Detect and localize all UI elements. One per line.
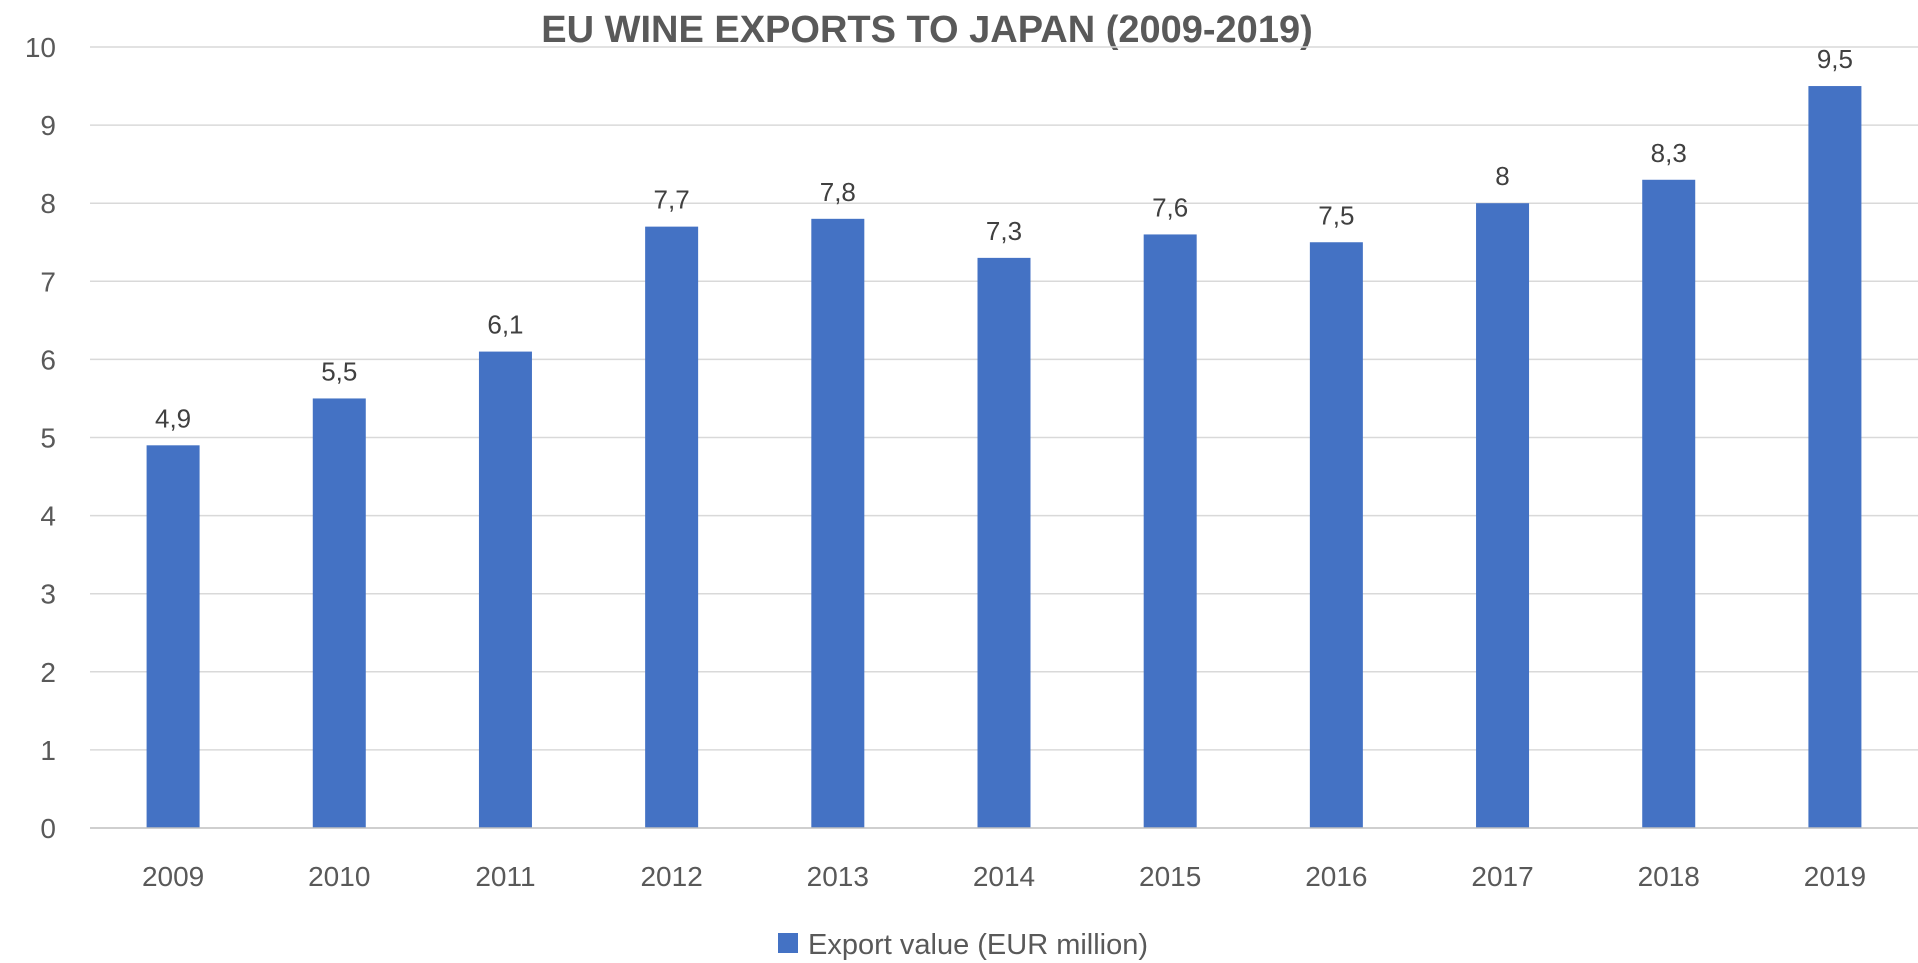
bar <box>146 445 200 828</box>
data-label: 7,7 <box>654 185 690 215</box>
bars <box>146 86 1862 829</box>
legend: Export value (EUR million) <box>778 929 1148 961</box>
legend-swatch <box>778 933 798 953</box>
chart-title: EU WINE EXPORTS TO JAPAN (2009-2019) <box>541 9 1313 51</box>
y-tick-label: 9 <box>40 110 56 141</box>
x-tick-label: 2011 <box>475 861 535 892</box>
x-axis-tick-labels: 2009 2010 2011 2012 2013 2014 2015 2016 2017 2018… <box>142 861 1866 892</box>
data-label: 7,8 <box>820 177 856 207</box>
data-label: 7,5 <box>1318 200 1354 230</box>
legend-label: Export value (EUR million) <box>808 929 1148 961</box>
data-label: 7,6 <box>1152 192 1188 222</box>
data-label: 7,3 <box>986 216 1022 246</box>
y-tick-label: 0 <box>40 813 56 844</box>
bar <box>1143 234 1197 828</box>
y-tick-label: 3 <box>40 579 56 610</box>
y-tick-label: 7 <box>40 266 56 297</box>
x-tick-label: 2016 <box>1305 861 1367 892</box>
x-tick-label: 2019 <box>1804 861 1866 892</box>
x-tick-label: 2017 <box>1471 861 1533 892</box>
bar <box>977 257 1031 828</box>
y-tick-label: 1 <box>40 735 56 766</box>
x-tick-label: 2013 <box>807 861 869 892</box>
data-label: 8,3 <box>1651 138 1687 168</box>
bar <box>478 351 532 828</box>
data-label: 4,9 <box>155 403 191 433</box>
x-tick-label: 2015 <box>1139 861 1201 892</box>
data-label: 5,5 <box>321 356 357 386</box>
data-label: 8 <box>1495 161 1509 191</box>
y-tick-label: 4 <box>40 501 56 532</box>
y-axis-tick-labels: 0 1 2 3 4 5 6 7 8 9 10 <box>25 32 56 844</box>
bar <box>1476 203 1530 828</box>
bar <box>811 218 865 828</box>
x-tick-label: 2009 <box>142 861 204 892</box>
x-tick-label: 2010 <box>308 861 370 892</box>
y-tick-label: 8 <box>40 188 56 219</box>
data-label: 6,1 <box>487 310 523 340</box>
bar <box>312 398 366 828</box>
y-tick-label: 10 <box>25 32 56 63</box>
y-tick-label: 5 <box>40 423 56 454</box>
bar <box>645 226 699 828</box>
data-labels: 4,9 5,5 6,1 7,7 7,8 7,3 7,6 7,5 8 8,3 9,5 <box>155 44 1853 433</box>
x-tick-label: 2012 <box>640 861 702 892</box>
bar <box>1808 86 1862 829</box>
x-tick-label: 2014 <box>973 861 1035 892</box>
bar <box>1642 179 1696 828</box>
bar <box>1309 242 1363 828</box>
y-tick-label: 2 <box>40 657 56 688</box>
x-tick-label: 2018 <box>1638 861 1700 892</box>
data-label: 9,5 <box>1817 44 1853 74</box>
y-tick-label: 6 <box>40 344 56 375</box>
